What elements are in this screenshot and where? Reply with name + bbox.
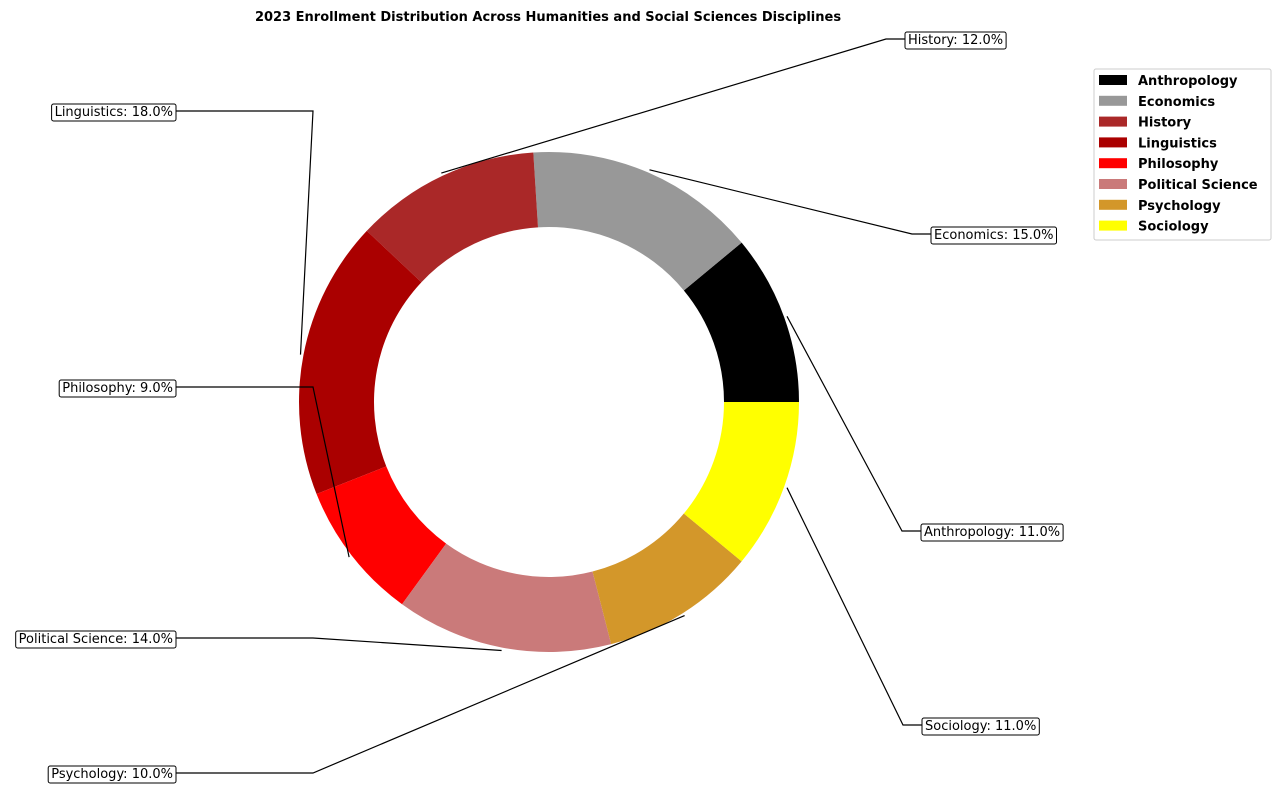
legend-label-philosophy: Philosophy <box>1138 157 1219 172</box>
legend-label-linguistics: Linguistics <box>1138 136 1217 151</box>
callout-box-sociology <box>921 717 1040 736</box>
callout-linguistics: Linguistics: 18.0% <box>51 103 177 122</box>
callout-psychology: Psychology: 10.0% <box>47 765 177 784</box>
legend-label-economics: Economics <box>1138 95 1215 110</box>
legend-swatch-history <box>1099 116 1127 127</box>
leader-line-philosophy <box>175 386 350 558</box>
callout-label-sociology: Sociology: 11.0% <box>925 719 1036 734</box>
callout-box-psychology <box>47 765 177 784</box>
callout-economics: Economics: 15.0% <box>930 226 1057 245</box>
donut-slice-sociology <box>683 402 799 562</box>
callout-label-political-science: Political Science: 14.0% <box>19 632 173 647</box>
chart-legend: Anthropology Economics History Linguistics P… <box>1093 68 1272 241</box>
callout-box-history <box>904 31 1007 50</box>
legend-swatch-economics <box>1099 95 1127 106</box>
legend-swatch-psychology <box>1099 199 1127 210</box>
legend-label-anthropology: Anthropology <box>1138 74 1238 89</box>
callout-box-political-science <box>15 630 177 649</box>
callout-political-science: Political Science: 14.0% <box>15 630 177 649</box>
leader-line-political-science <box>175 637 502 652</box>
slice-callouts: Anthropology: 11.0% Economics: 15.0% Histo… <box>15 31 1064 784</box>
callout-label-economics: Economics: 15.0% <box>934 228 1054 243</box>
callout-box-philosophy <box>58 379 177 398</box>
legend-swatch-philosophy <box>1099 158 1127 169</box>
callout-history: History: 12.0% <box>904 31 1007 50</box>
donut-slice-history <box>366 152 539 283</box>
donut-slice-psychology <box>592 513 742 645</box>
callout-box-anthropology <box>920 523 1064 542</box>
legend-frame <box>1093 68 1272 241</box>
chart-title: 2023 Enrollment Distribution Across Huma… <box>255 10 841 25</box>
legend-label-political-science: Political Science <box>1138 178 1258 193</box>
donut-slice-economics <box>533 151 742 291</box>
legend-label-psychology: Psychology <box>1138 199 1221 214</box>
leader-line-anthropology <box>786 316 923 532</box>
legend-swatch-political-science <box>1099 179 1127 189</box>
callout-box-economics <box>930 226 1057 245</box>
callout-box-linguistics <box>51 103 177 122</box>
callout-anthropology: Anthropology: 11.0% <box>920 523 1064 542</box>
leader-line-history <box>441 38 907 174</box>
donut-slice-philosophy <box>316 466 447 605</box>
leader-line-sociology <box>786 487 924 726</box>
donut-slices <box>299 151 799 653</box>
callout-label-history: History: 12.0% <box>908 33 1003 48</box>
callout-sociology: Sociology: 11.0% <box>921 717 1040 736</box>
callout-label-philosophy: Philosophy: 9.0% <box>62 381 173 396</box>
donut-slice-linguistics <box>299 230 422 495</box>
donut-slice-anthropology <box>683 242 799 402</box>
legend-label-sociology: Sociology <box>1138 220 1209 235</box>
donut-slice-political-science <box>402 543 612 653</box>
legend-label-history: History <box>1138 116 1192 131</box>
leader-line-psychology <box>175 615 685 774</box>
legend-swatch-linguistics <box>1099 137 1127 148</box>
callout-label-psychology: Psychology: 10.0% <box>51 767 173 782</box>
leader-line-economics <box>649 169 933 235</box>
legend-swatch-sociology <box>1099 220 1127 231</box>
legend-swatch-anthropology <box>1099 75 1127 85</box>
callout-philosophy: Philosophy: 9.0% <box>58 379 177 398</box>
callout-label-anthropology: Anthropology: 11.0% <box>924 525 1060 540</box>
leader-line-linguistics <box>175 110 314 355</box>
callout-label-linguistics: Linguistics: 18.0% <box>55 105 173 120</box>
